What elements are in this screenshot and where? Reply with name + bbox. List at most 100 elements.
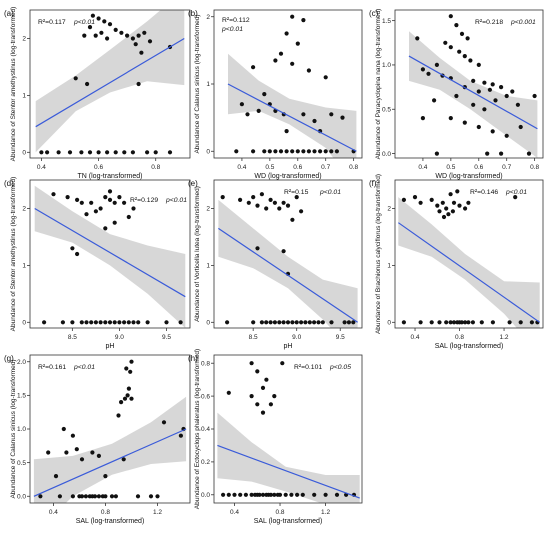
data-point bbox=[463, 320, 468, 325]
data-point bbox=[300, 492, 305, 497]
data-point bbox=[448, 14, 453, 19]
data-point bbox=[116, 413, 121, 418]
data-point bbox=[277, 206, 282, 211]
data-point bbox=[441, 214, 447, 220]
regression-line bbox=[408, 55, 538, 130]
regression-line bbox=[227, 83, 357, 152]
data-point bbox=[125, 33, 130, 38]
data-point bbox=[272, 320, 277, 325]
data-point bbox=[79, 200, 84, 205]
x-tick-label: 0.4 bbox=[418, 164, 427, 171]
y-tick-label: 1.5 bbox=[17, 393, 26, 400]
data-point bbox=[426, 71, 431, 76]
data-point bbox=[98, 206, 103, 211]
data-point bbox=[294, 320, 299, 325]
data-point bbox=[351, 320, 356, 325]
data-point bbox=[122, 396, 128, 401]
data-point bbox=[96, 150, 101, 155]
data-point bbox=[284, 31, 289, 36]
data-point bbox=[124, 366, 129, 371]
x-tick-label: 0.7 bbox=[321, 164, 330, 171]
data-point bbox=[65, 195, 70, 200]
data-point bbox=[323, 492, 328, 497]
data-point bbox=[90, 450, 95, 455]
data-point bbox=[42, 320, 47, 325]
data-point bbox=[113, 494, 118, 499]
y-axis-label: Abundance of Paracyclopina nana (log-tra… bbox=[375, 9, 382, 160]
data-point bbox=[107, 320, 113, 325]
data-point bbox=[459, 31, 465, 36]
data-point bbox=[259, 320, 264, 325]
data-point bbox=[107, 22, 113, 27]
data-point bbox=[443, 40, 448, 45]
data-point bbox=[122, 320, 127, 325]
data-point bbox=[226, 492, 231, 497]
data-point bbox=[476, 62, 481, 67]
data-point bbox=[92, 494, 98, 499]
data-point bbox=[448, 320, 453, 325]
data-point bbox=[420, 116, 425, 121]
data-point bbox=[103, 494, 108, 499]
y-tick-label: 0.5 bbox=[17, 460, 26, 467]
data-point bbox=[73, 76, 78, 81]
x-tick-label: 9.5 bbox=[162, 334, 171, 341]
data-point bbox=[526, 151, 532, 156]
data-point bbox=[476, 124, 481, 130]
plot-frame bbox=[29, 9, 191, 159]
data-point bbox=[476, 89, 481, 94]
data-point bbox=[136, 320, 141, 325]
y-tick-label: 1 bbox=[206, 263, 210, 270]
data-point bbox=[451, 320, 457, 325]
data-point bbox=[38, 494, 43, 499]
data-point bbox=[418, 200, 423, 205]
data-point bbox=[103, 320, 108, 325]
data-point bbox=[529, 320, 535, 325]
data-point bbox=[93, 209, 98, 214]
data-point bbox=[83, 494, 88, 499]
r-squared-label: R²=0.146 bbox=[470, 189, 498, 196]
data-point bbox=[290, 320, 295, 325]
x-tick-label: 0.6 bbox=[474, 164, 483, 171]
r-squared-label: R²=0.161 bbox=[38, 364, 66, 371]
data-point bbox=[89, 320, 94, 325]
y-tick-label: 0.0 bbox=[382, 151, 391, 158]
data-point bbox=[221, 492, 226, 497]
data-point bbox=[444, 206, 449, 211]
data-point bbox=[462, 54, 467, 59]
data-point bbox=[267, 149, 272, 154]
data-point bbox=[117, 195, 122, 200]
data-point bbox=[440, 200, 445, 205]
data-point bbox=[312, 118, 317, 124]
r-squared-label: R²=0.117 bbox=[38, 19, 66, 26]
data-point bbox=[155, 494, 160, 499]
y-tick-label: 1 bbox=[22, 263, 26, 270]
x-tick-label: 0.8 bbox=[151, 164, 160, 171]
data-point bbox=[167, 150, 173, 155]
data-point bbox=[518, 320, 523, 325]
data-point bbox=[401, 320, 406, 325]
data-point bbox=[303, 320, 308, 325]
data-point bbox=[444, 320, 449, 325]
data-point bbox=[285, 203, 291, 208]
data-point bbox=[93, 320, 98, 325]
data-point bbox=[45, 150, 50, 155]
regression-line bbox=[217, 444, 360, 499]
x-tick-label: 0.4 bbox=[230, 509, 239, 516]
data-point bbox=[448, 45, 453, 50]
y-tick-label: 2 bbox=[387, 206, 391, 213]
data-point bbox=[126, 320, 131, 325]
data-point bbox=[99, 30, 104, 35]
data-point bbox=[290, 61, 295, 66]
x-axis-label: pH bbox=[106, 343, 115, 350]
data-point bbox=[454, 23, 459, 28]
data-point bbox=[145, 320, 150, 325]
y-axis-label: Abundance of Stentor amethystinus (log-t… bbox=[10, 7, 17, 162]
data-point bbox=[485, 151, 490, 156]
data-point bbox=[161, 420, 167, 425]
data-point bbox=[119, 400, 124, 405]
data-point bbox=[46, 450, 51, 455]
data-point bbox=[346, 320, 351, 325]
data-point bbox=[226, 390, 231, 395]
data-point bbox=[299, 209, 304, 214]
data-point bbox=[96, 453, 101, 458]
